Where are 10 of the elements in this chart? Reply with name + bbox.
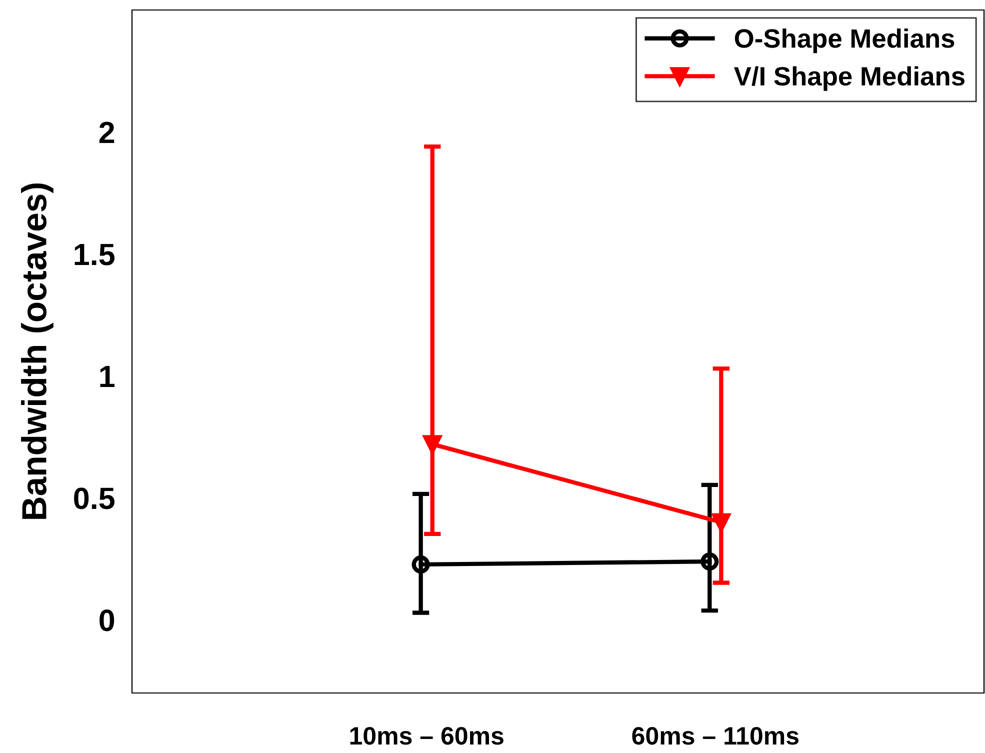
y-tick-label: 1 xyxy=(100,366,114,387)
y-tick-label: 0 xyxy=(100,610,114,632)
y-tick-label: 1.5 xyxy=(74,244,114,266)
x-tick-label: 10ms – 60ms xyxy=(350,726,504,745)
y-tick-label: 2 xyxy=(99,122,114,144)
y-tick-label: 0.5 xyxy=(74,488,114,510)
x-tick-label: 60ms – 110ms xyxy=(632,726,798,745)
legend-label: O-Shape Medians xyxy=(734,28,954,54)
legend-label: V/I Shape Medians xyxy=(734,66,964,91)
y-axis-title: Bandwidth (octaves) xyxy=(21,183,54,519)
